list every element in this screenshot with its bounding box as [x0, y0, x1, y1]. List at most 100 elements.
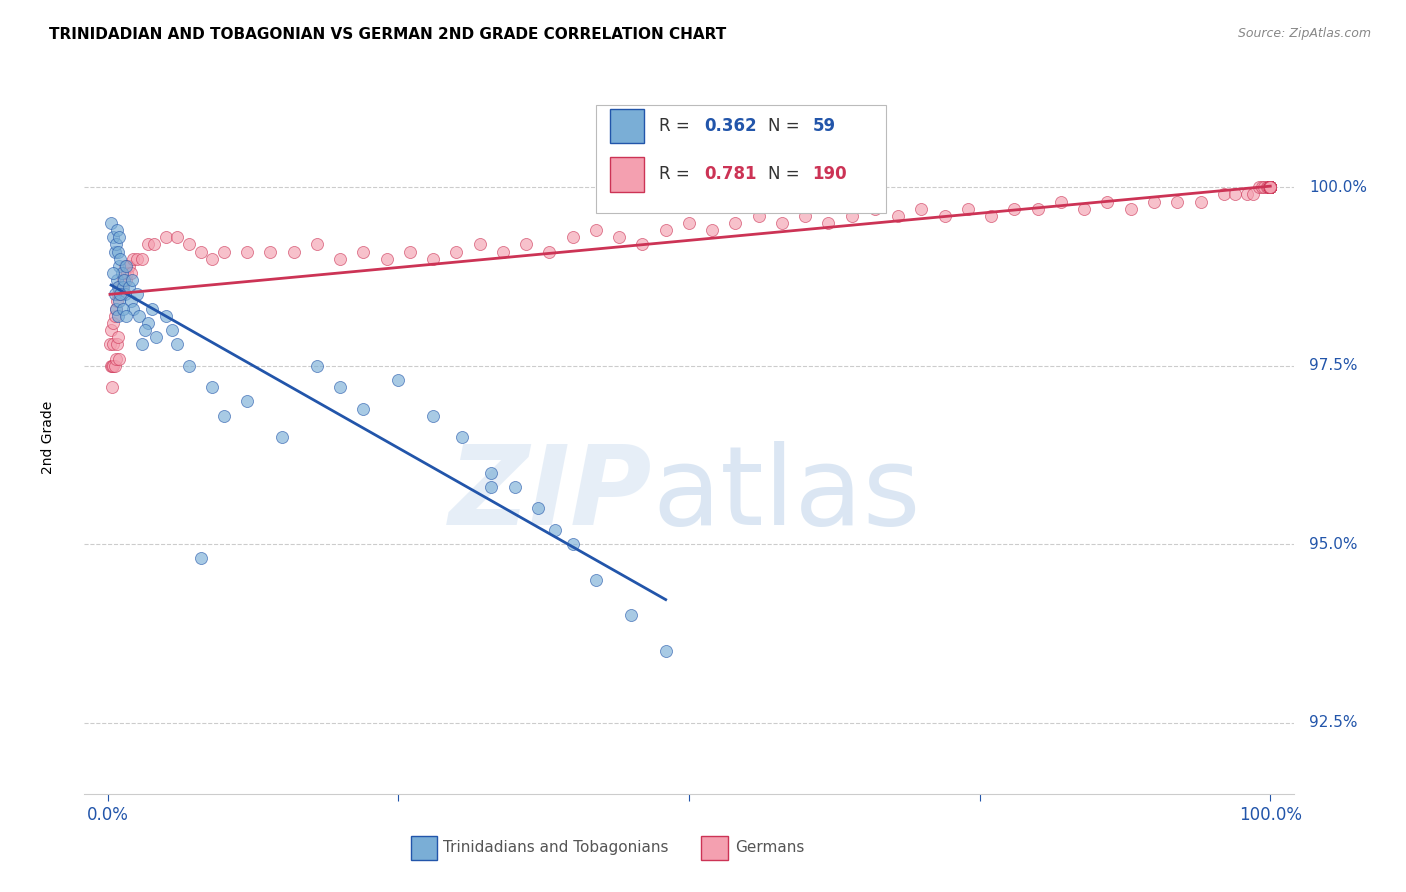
Point — [1258, 180, 1281, 194]
Point — [271, 430, 294, 444]
Point — [1258, 180, 1281, 194]
Point — [236, 244, 259, 259]
Point — [980, 209, 1002, 223]
Text: 0.362: 0.362 — [704, 117, 758, 135]
Point — [105, 223, 128, 237]
Point — [1258, 180, 1281, 194]
Point — [1258, 180, 1281, 194]
Text: Trinidadians and Tobagonians: Trinidadians and Tobagonians — [443, 840, 669, 855]
Point — [387, 373, 409, 387]
Text: ZIP: ZIP — [449, 441, 652, 548]
Point — [114, 259, 136, 273]
Point — [101, 359, 124, 373]
Point — [166, 230, 188, 244]
Point — [503, 480, 526, 494]
Text: Source: ZipAtlas.com: Source: ZipAtlas.com — [1237, 27, 1371, 40]
Point — [103, 337, 125, 351]
Point — [748, 209, 770, 223]
Point — [1241, 187, 1264, 202]
Point — [1258, 180, 1281, 194]
Point — [100, 323, 122, 337]
Point — [1258, 180, 1281, 194]
Point — [1258, 180, 1281, 194]
Text: 0.781: 0.781 — [704, 166, 758, 184]
Text: 100.0%: 100.0% — [1309, 180, 1367, 194]
Point — [654, 223, 676, 237]
Point — [190, 244, 212, 259]
Point — [1258, 180, 1281, 194]
Point — [104, 309, 127, 323]
Point — [1258, 180, 1281, 194]
Text: 59: 59 — [813, 117, 835, 135]
Point — [115, 309, 138, 323]
Point — [1258, 180, 1281, 194]
Point — [1258, 180, 1281, 194]
Point — [1258, 180, 1281, 194]
Point — [1258, 180, 1281, 194]
Point — [111, 301, 134, 316]
Point — [110, 287, 132, 301]
Point — [1258, 180, 1281, 194]
Point — [841, 209, 863, 223]
Point — [110, 252, 132, 266]
Text: 2nd Grade: 2nd Grade — [41, 401, 55, 474]
Point — [1258, 180, 1281, 194]
Point — [1212, 187, 1234, 202]
Point — [1258, 180, 1281, 194]
Point — [1119, 202, 1142, 216]
Point — [1258, 180, 1281, 194]
Point — [115, 259, 138, 273]
Point — [1247, 180, 1270, 194]
Text: 95.0%: 95.0% — [1309, 537, 1358, 551]
Point — [108, 280, 131, 294]
Point — [212, 409, 235, 423]
Point — [305, 359, 328, 373]
Point — [1258, 180, 1281, 194]
Text: atlas: atlas — [652, 441, 921, 548]
Point — [1256, 180, 1278, 194]
Point — [1258, 180, 1281, 194]
Point — [1258, 180, 1281, 194]
Point — [104, 301, 127, 316]
Point — [1143, 194, 1166, 209]
Point — [1251, 180, 1274, 194]
Point — [143, 237, 166, 252]
Point — [770, 216, 793, 230]
Point — [479, 480, 502, 494]
Point — [1258, 180, 1281, 194]
Point — [1258, 180, 1281, 194]
Point — [422, 252, 444, 266]
Point — [329, 252, 352, 266]
Point — [422, 409, 444, 423]
Text: TRINIDADIAN AND TOBAGONIAN VS GERMAN 2ND GRADE CORRELATION CHART: TRINIDADIAN AND TOBAGONIAN VS GERMAN 2ND… — [49, 27, 727, 42]
Point — [1258, 180, 1281, 194]
Point — [100, 216, 122, 230]
Point — [114, 287, 136, 301]
Point — [352, 401, 374, 416]
Point — [98, 337, 121, 351]
Text: N =: N = — [768, 166, 804, 184]
Point — [108, 259, 131, 273]
Point — [1258, 180, 1281, 194]
Point — [112, 266, 135, 280]
Point — [1258, 180, 1281, 194]
Point — [305, 237, 328, 252]
Point — [1166, 194, 1188, 209]
Point — [1258, 180, 1281, 194]
Point — [103, 316, 125, 330]
Point — [1258, 180, 1281, 194]
Point — [104, 237, 127, 252]
Point — [607, 230, 630, 244]
Point — [1004, 202, 1026, 216]
Point — [1258, 180, 1281, 194]
FancyBboxPatch shape — [610, 157, 644, 192]
Point — [1258, 180, 1281, 194]
Point — [1258, 180, 1281, 194]
Point — [1258, 180, 1281, 194]
Point — [1258, 180, 1281, 194]
Point — [1258, 180, 1281, 194]
Point — [1258, 180, 1281, 194]
Point — [1258, 180, 1281, 194]
Point — [1097, 194, 1119, 209]
Point — [1258, 180, 1281, 194]
